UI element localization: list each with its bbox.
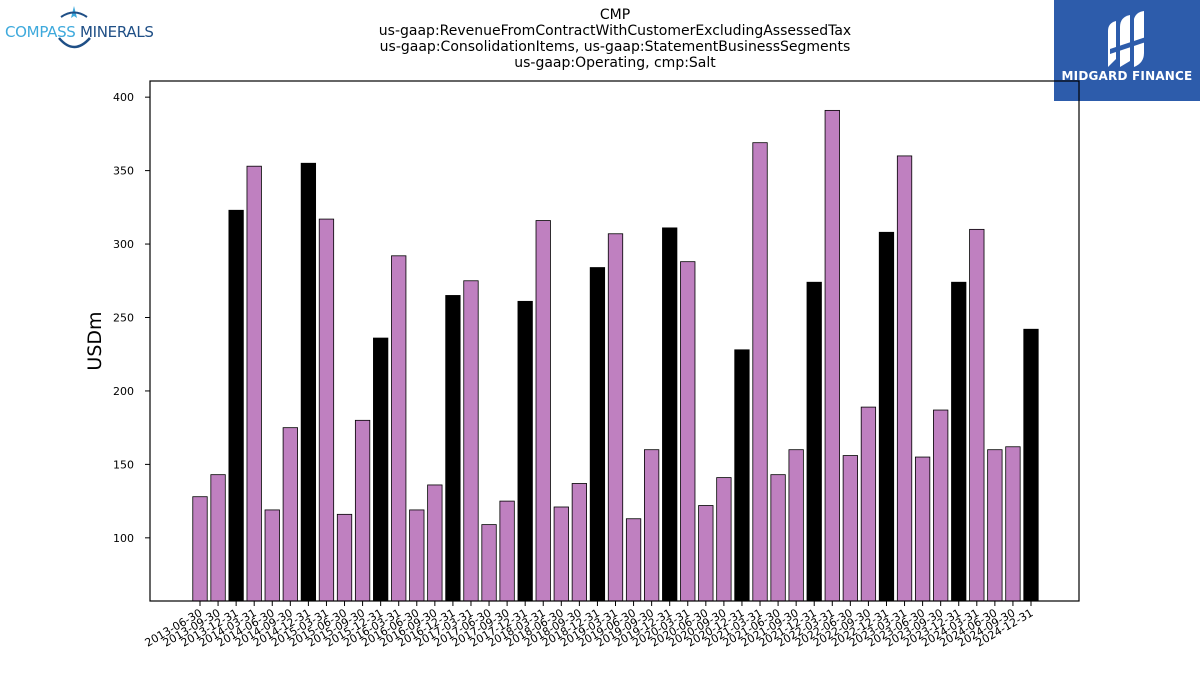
bar-2021-03-31 <box>752 142 768 602</box>
bar-2015-06-30 <box>336 513 353 602</box>
bar-2019-03-31 <box>607 233 624 602</box>
bar-2021-09-30 <box>788 449 804 602</box>
bar-2019-09-30 <box>644 449 660 602</box>
y-tick-label: 300 <box>113 238 134 251</box>
bar-2021-12-31 <box>806 281 822 602</box>
x-axis: 2013-06-302013-09-302013-12-312014-03-31… <box>143 601 1036 650</box>
chart-title: CMP us-gaap:RevenueFromContractWithCusto… <box>340 7 890 71</box>
title-line-3: us-gaap:ConsolidationItems, us-gaap:Stat… <box>379 39 851 55</box>
title-line-1: CMP <box>599 7 631 23</box>
bar-2018-09-30 <box>571 483 587 602</box>
compass-minerals-wordmark: COMPASS MINERALS <box>5 23 154 41</box>
bar-2017-06-30 <box>481 524 497 602</box>
y-tick-label: 400 <box>113 91 134 104</box>
y-axis: 100 150 200 250 300 350 400 <box>113 91 150 545</box>
bar-2024-06-30 <box>987 449 1003 602</box>
bar-2017-12-31 <box>517 300 533 602</box>
bar-2014-09-30 <box>282 427 298 602</box>
midgard-finance-wordmark: MIDGARD FINANCE <box>1061 69 1193 83</box>
bar-2021-06-30 <box>770 474 786 602</box>
bar-2016-06-30 <box>409 509 425 602</box>
bar-2014-12-31 <box>300 162 317 602</box>
bar-2023-03-31 <box>896 155 913 602</box>
bar-2018-03-31 <box>535 220 551 602</box>
bar-2018-06-30 <box>553 506 569 602</box>
bar-2020-12-31 <box>734 349 750 602</box>
y-tick-label: 250 <box>113 311 134 324</box>
bars <box>192 109 1039 602</box>
bar-2017-09-30 <box>499 500 515 602</box>
bar-2019-06-30 <box>625 518 642 602</box>
bar-2018-12-31 <box>589 267 606 602</box>
bar-2023-09-30 <box>933 409 949 602</box>
bar-2016-09-30 <box>427 484 443 602</box>
y-tick-label: 200 <box>113 385 134 398</box>
bar-2013-06-30 <box>192 496 208 602</box>
bar-2013-12-31 <box>228 209 244 602</box>
bar-2024-12-31 <box>1023 328 1039 602</box>
y-axis-label: USDm <box>84 311 106 370</box>
bar-2022-12-31 <box>878 231 895 602</box>
bar-2015-03-31 <box>318 218 335 602</box>
midgard-monogram-icon <box>1108 11 1146 67</box>
bar-2015-09-30 <box>354 419 371 602</box>
bar-2013-09-30 <box>210 474 226 602</box>
bar-2017-03-31 <box>463 280 479 602</box>
compass-minerals-logo: COMPASS MINERALS <box>4 4 154 54</box>
y-tick-label: 150 <box>113 458 134 471</box>
bar-2015-12-31 <box>373 337 389 602</box>
bar-2023-06-30 <box>914 456 931 602</box>
title-line-2: us-gaap:RevenueFromContractWithCustomerE… <box>378 23 852 39</box>
midgard-finance-logo: MIDGARD FINANCE <box>1054 0 1200 101</box>
title-line-4: us-gaap:Operating, cmp:Salt <box>514 55 716 71</box>
bar-2020-03-31 <box>680 261 696 602</box>
compass-star-icon <box>58 6 91 49</box>
bar-2023-12-31 <box>951 281 967 602</box>
y-tick-label: 350 <box>113 165 134 178</box>
bar-2022-06-30 <box>842 455 858 602</box>
bar-2016-03-31 <box>391 255 407 602</box>
bar-2024-09-30 <box>1005 446 1021 602</box>
bar-2022-03-31 <box>824 109 840 602</box>
y-tick-label: 100 <box>113 532 134 545</box>
plot-frame <box>149 80 1080 602</box>
bar-2019-12-31 <box>662 227 678 602</box>
bar-2024-03-31 <box>969 228 985 602</box>
bar-2020-06-30 <box>698 505 714 602</box>
bar-2014-06-30 <box>264 509 280 602</box>
bar-2014-03-31 <box>246 165 262 602</box>
bar-2020-09-30 <box>716 477 732 602</box>
bar-2022-09-30 <box>860 406 877 602</box>
bar-2016-12-31 <box>445 295 461 602</box>
